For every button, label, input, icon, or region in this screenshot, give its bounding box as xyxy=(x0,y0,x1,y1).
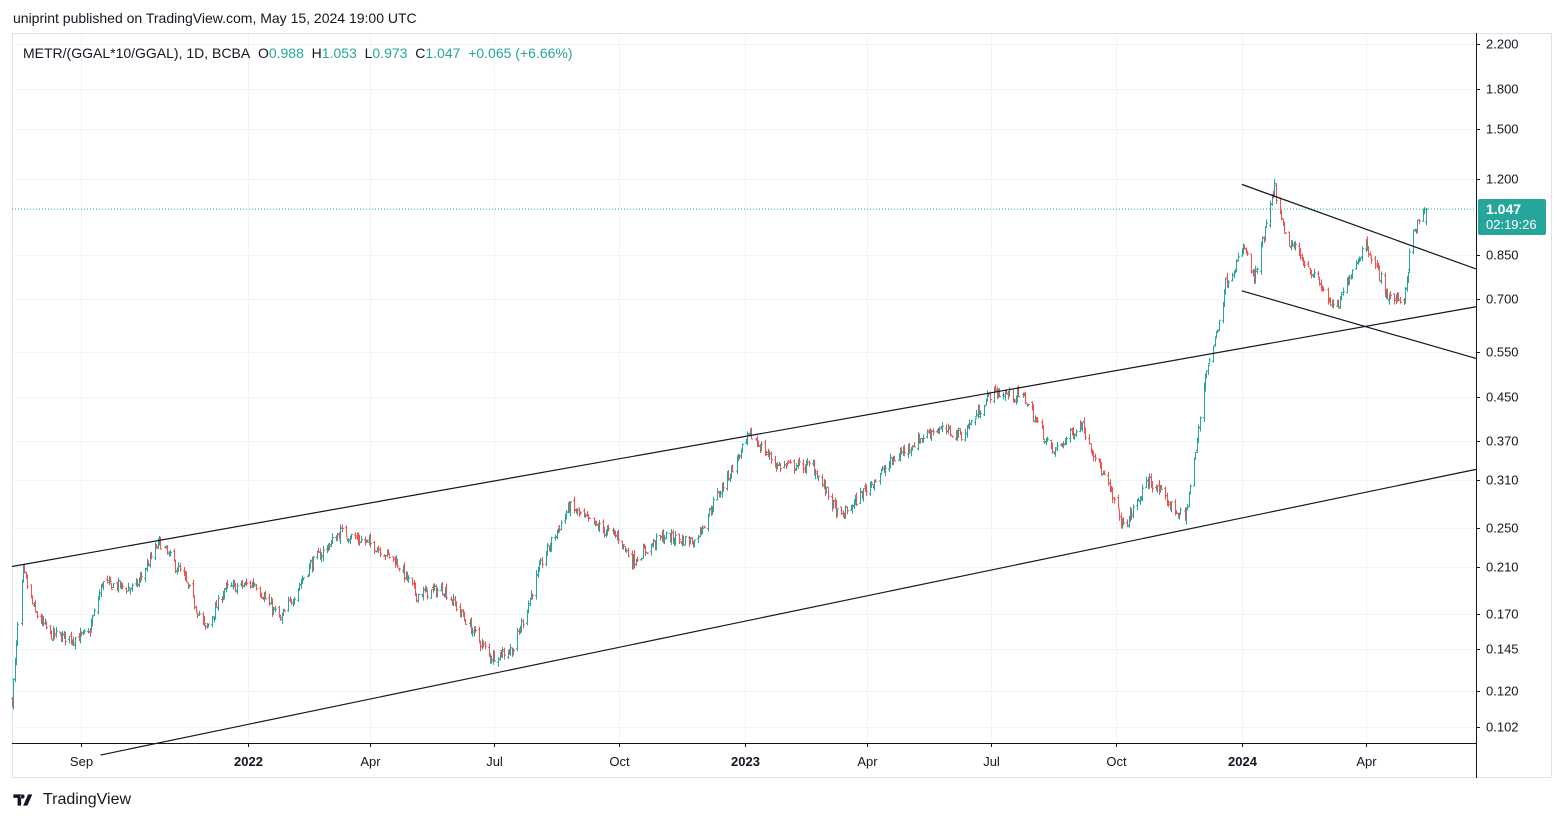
price-axis-label: 0.145 xyxy=(1486,642,1519,657)
tradingview-logo-icon xyxy=(13,794,33,806)
price-axis-label: 0.450 xyxy=(1486,390,1519,405)
bar-countdown: 02:19:26 xyxy=(1486,217,1537,232)
time-axis-label: Oct xyxy=(1106,754,1127,769)
time-axis-label: Apr xyxy=(857,754,878,769)
trendline-channel-lower xyxy=(100,468,1477,756)
price-axis-label: 0.120 xyxy=(1486,684,1519,699)
price-axis-label: 0.550 xyxy=(1486,345,1519,360)
trendline-wedge-upper xyxy=(1241,183,1477,270)
time-axis-label: Apr xyxy=(360,754,381,769)
legend-open: 0.988 xyxy=(268,45,304,61)
price-axis-label: 0.210 xyxy=(1486,560,1519,575)
price-axis-label: 0.700 xyxy=(1486,292,1519,307)
price-axis: 2.200 1.800 1.500 1.200 0.850 0.700 0.550 0.450… xyxy=(1476,37,1519,735)
price-axis-label: 0.310 xyxy=(1486,473,1519,488)
publisher-header: uniprint published on TradingView.com, M… xyxy=(13,10,417,26)
time-axis-label: Jul xyxy=(486,754,503,769)
trendlines xyxy=(11,183,1477,756)
legend-open-label: O xyxy=(257,45,269,61)
brand-name: TradingView xyxy=(43,791,132,808)
grid-lines xyxy=(12,34,1476,743)
price-axis-label: 0.250 xyxy=(1486,521,1519,536)
time-axis: Sep 2022 Apr Jul Oct 2023 Apr Jul Oct 2024 Apr xyxy=(70,743,1377,769)
time-axis-label: 2022 xyxy=(234,754,263,769)
time-axis-label: Apr xyxy=(1356,754,1377,769)
price-axis-label: 2.200 xyxy=(1486,37,1519,52)
price-axis-label: 0.170 xyxy=(1486,607,1519,622)
candlestick-series xyxy=(11,179,1428,710)
symbol-legend: METR/(GGAL*10/GGAL), 1D, BCBA O0.988 H1.… xyxy=(23,45,573,61)
legend-close-label: C xyxy=(415,45,426,61)
legend-low-label: L xyxy=(364,45,373,61)
last-price-tag: 1.047 02:19:26 xyxy=(1478,199,1546,235)
price-axis-label: 1.500 xyxy=(1486,122,1519,137)
legend-symbol: METR/(GGAL*10/GGAL), 1D, BCBA xyxy=(23,45,251,61)
last-price-value: 1.047 xyxy=(1486,201,1522,217)
price-axis-label: 1.800 xyxy=(1486,82,1519,97)
trendline-wedge-lower xyxy=(1241,290,1477,360)
tradingview-footer[interactable]: TradingView xyxy=(13,791,131,809)
price-axis-label: 0.850 xyxy=(1486,248,1519,263)
legend-close: 1.047 xyxy=(425,45,461,61)
trendline-channel-upper xyxy=(11,306,1477,568)
time-axis-label: Oct xyxy=(609,754,630,769)
legend-high-label: H xyxy=(311,45,322,61)
time-axis-label: Sep xyxy=(70,754,93,769)
price-axis-label: 0.370 xyxy=(1486,434,1519,449)
legend-change: +0.065 (+6.66%) xyxy=(468,45,573,61)
legend-high: 1.053 xyxy=(321,45,357,61)
time-axis-label: 2023 xyxy=(731,754,760,769)
time-axis-label: 2024 xyxy=(1228,754,1258,769)
time-axis-label: Jul xyxy=(983,754,1000,769)
legend-low: 0.973 xyxy=(372,45,408,61)
chart-frame xyxy=(12,33,1552,778)
price-axis-label: 0.102 xyxy=(1486,720,1519,735)
price-axis-label: 1.200 xyxy=(1486,172,1519,187)
